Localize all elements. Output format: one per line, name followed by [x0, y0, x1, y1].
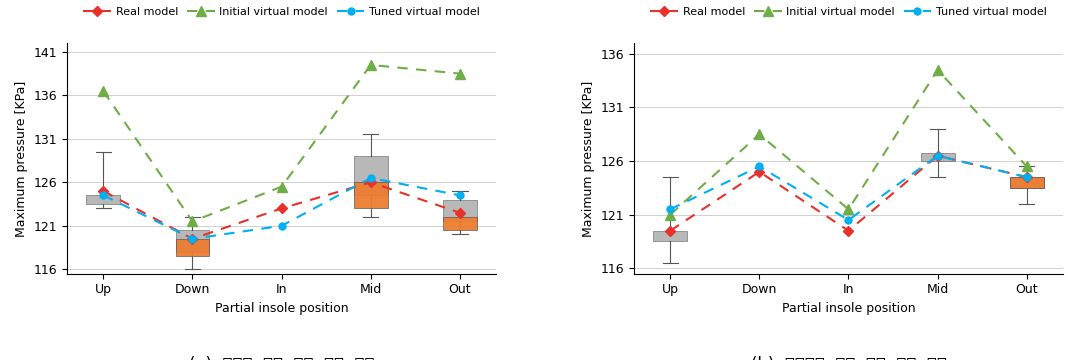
Title: (a)  왜발에  대한  재료  물성  튜닝: (a) 왜발에 대한 재료 물성 튜닝: [188, 356, 375, 360]
Bar: [354, 182, 388, 208]
Tuned virtual model: [931, 154, 944, 158]
Y-axis label: Maximum pressure [KPa]: Maximum pressure [KPa]: [15, 80, 28, 237]
Initial virtual model: [186, 219, 199, 224]
X-axis label: Partial insole position: Partial insole position: [782, 302, 915, 315]
Tuned virtual model: [842, 218, 855, 222]
Bar: [175, 239, 209, 256]
Initial virtual model: [97, 89, 110, 93]
Bar: [653, 231, 687, 242]
Initial virtual model: [453, 72, 466, 76]
Y-axis label: Maximum pressure [KPa]: Maximum pressure [KPa]: [582, 80, 595, 237]
Line: Initial virtual model: Initial virtual model: [98, 60, 465, 226]
Real model: [453, 211, 466, 215]
Tuned virtual model: [663, 207, 676, 211]
Bar: [443, 200, 477, 221]
Tuned virtual model: [276, 224, 289, 228]
Real model: [97, 189, 110, 193]
Tuned virtual model: [1020, 175, 1033, 179]
Line: Initial virtual model: Initial virtual model: [665, 65, 1031, 220]
Tuned virtual model: [186, 237, 199, 241]
Bar: [86, 195, 120, 204]
Initial virtual model: [752, 132, 766, 136]
Initial virtual model: [1020, 164, 1033, 168]
Line: Real model: Real model: [100, 179, 463, 242]
Real model: [752, 170, 766, 174]
Line: Real model: Real model: [666, 152, 1030, 234]
Initial virtual model: [842, 207, 855, 211]
Initial virtual model: [931, 68, 944, 72]
Line: Tuned virtual model: Tuned virtual model: [666, 152, 1030, 224]
Real model: [1020, 175, 1033, 179]
X-axis label: Partial insole position: Partial insole position: [215, 302, 348, 315]
Bar: [1010, 177, 1043, 188]
Real model: [364, 180, 377, 184]
Bar: [443, 217, 477, 230]
Initial virtual model: [364, 63, 377, 67]
Bar: [354, 156, 388, 195]
Tuned virtual model: [752, 164, 766, 168]
Title: (b)  오른발에  대한  재료  물성  튜닝: (b) 오른발에 대한 재료 물성 튜닝: [750, 356, 946, 360]
Real model: [186, 237, 199, 241]
Legend: Real model, Initial virtual model, Tuned virtual model: Real model, Initial virtual model, Tuned…: [646, 3, 1051, 22]
Line: Tuned virtual model: Tuned virtual model: [100, 175, 463, 242]
Real model: [663, 229, 676, 233]
Tuned virtual model: [97, 193, 110, 198]
Bar: [175, 230, 209, 252]
Bar: [920, 153, 955, 161]
Legend: Real model, Initial virtual model, Tuned virtual model: Real model, Initial virtual model, Tuned…: [79, 3, 485, 22]
Tuned virtual model: [453, 193, 466, 198]
Real model: [931, 154, 944, 158]
Real model: [842, 229, 855, 233]
Initial virtual model: [276, 184, 289, 189]
Initial virtual model: [663, 212, 676, 217]
Real model: [276, 206, 289, 211]
Tuned virtual model: [364, 176, 377, 180]
Bar: [1010, 177, 1043, 188]
